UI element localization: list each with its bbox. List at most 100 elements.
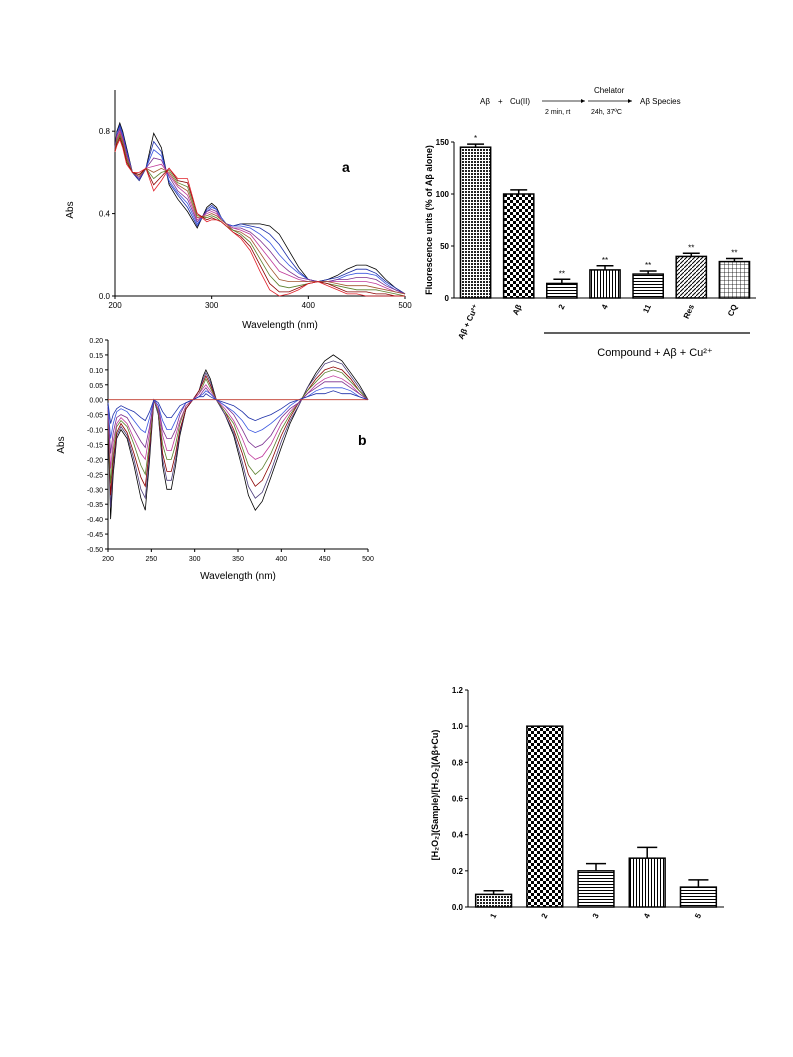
significance-marker: * (474, 134, 477, 143)
bar (632, 273, 664, 299)
y-tick-label: 0.10 (89, 368, 103, 375)
series-line-6 (114, 132, 406, 295)
x-tick-label: 250 (145, 556, 157, 563)
scheme-plus: + (498, 97, 503, 106)
x-tick-label: CQ (726, 303, 739, 318)
scheme-abeta: Aβ (480, 97, 490, 106)
x-tick-label: Res (682, 303, 697, 321)
y-tick-label: 0.00 (89, 398, 103, 405)
x-axis-label: Wavelength (nm) (200, 571, 276, 582)
y-tick-label: -0.20 (87, 457, 103, 464)
plot-area: 200 300 400 500 0.0 0.4 0.8 (99, 90, 412, 310)
bar (675, 255, 708, 299)
y-tick-label: -0.05 (87, 413, 103, 420)
y-tick-label: 0.0 (99, 292, 111, 301)
series-line-3 (107, 366, 369, 496)
x-tick-label: 11 (641, 303, 653, 315)
group-label: Compound + Aβ + Cu²⁺ (597, 347, 713, 359)
x-tick-label: 200 (108, 301, 122, 310)
y-tick-label: 0.20 (89, 338, 103, 345)
y-tick-label: -0.30 (87, 487, 103, 494)
y-axis-label: [H₂O₂](Sample)/[H₂O₂](Aβ+Cu) (430, 730, 440, 861)
x-tick-label: 4 (642, 912, 652, 920)
bar (589, 269, 621, 299)
y-tick-label: 50 (440, 242, 449, 251)
x-tick-label: 300 (189, 556, 201, 563)
arrowhead-1 (581, 99, 585, 103)
x-tick-label: 1 (488, 912, 498, 920)
scheme-product: Aβ Species (640, 97, 681, 106)
y-tick-label: -0.35 (87, 502, 103, 509)
y-tick-label: -0.10 (87, 428, 103, 435)
significance-marker: ** (731, 248, 737, 257)
bar (474, 893, 513, 908)
x-tick-label: Aβ + Cu²⁺ (456, 303, 480, 341)
series-line-2 (107, 360, 369, 508)
y-tick-label: 1.2 (452, 686, 464, 695)
y-tick-label: -0.15 (87, 443, 103, 450)
y-tick-label: -0.50 (87, 547, 103, 554)
bar (628, 857, 666, 908)
x-tick-label: 450 (319, 556, 331, 563)
series-line-1 (107, 354, 369, 520)
plot-area: 0 50 100 150 * Aβ + Cu²⁺ Aβ ** 2 ** 4 ** 11 ** Res ** CQ (436, 134, 756, 341)
series-line-8 (107, 390, 369, 424)
series-line-4 (107, 369, 369, 484)
x-tick-label: 2 (540, 912, 550, 920)
x-tick-label: Aβ (511, 303, 524, 317)
series-line-9 (114, 138, 405, 297)
y-tick-label: 0.0 (452, 903, 464, 912)
series-line-1 (114, 121, 406, 295)
scheme-step1-condition: 2 min, rt (545, 109, 570, 116)
y-tick-label: 0.4 (99, 210, 111, 219)
bar (502, 193, 535, 299)
bar (459, 146, 492, 299)
x-tick-label: 500 (398, 301, 412, 310)
y-tick-label: 0.2 (452, 867, 464, 876)
panel-label: a (342, 159, 350, 175)
significance-marker: ** (688, 243, 694, 252)
x-axis-label: Wavelength (nm) (242, 320, 318, 331)
scheme-copper: Cu(II) (510, 97, 530, 106)
arrowhead-2 (628, 99, 632, 103)
difference-spectra-chart-b: 200 250 300 350 400 450 500 0.20 0.15 0.10 0.05 0.0… (56, 338, 374, 582)
fluorescence-bar-chart: Aβ + Cu(II) 2 min, rt Chelator 24h, 37ºC… (424, 86, 756, 359)
x-tick-label: 2 (557, 303, 567, 311)
series-line-6 (107, 381, 369, 454)
y-tick-label: 0 (445, 294, 450, 303)
series-line-7 (107, 387, 369, 439)
plot-area: 0.0 0.2 0.4 0.6 0.8 1.0 1.2 1 2 3 4 5 (452, 686, 724, 920)
y-axis-label: Abs (65, 201, 76, 218)
y-tick-label: 0.4 (452, 831, 464, 840)
x-tick-label: 500 (362, 556, 374, 563)
significance-marker: ** (645, 261, 651, 270)
x-tick-label: 4 (600, 303, 610, 311)
x-tick-label: 400 (302, 301, 316, 310)
y-tick-label: 0.15 (89, 353, 103, 360)
significance-marker: ** (559, 269, 565, 278)
bar (526, 725, 564, 908)
x-tick-label: 300 (205, 301, 219, 310)
x-tick-label: 350 (232, 556, 244, 563)
y-tick-label: 100 (436, 190, 450, 199)
bar (679, 886, 718, 908)
reaction-scheme: Aβ + Cu(II) 2 min, rt Chelator 24h, 37ºC… (480, 86, 681, 116)
y-tick-label: 1.0 (452, 722, 464, 731)
y-tick-label: 0.8 (99, 127, 111, 136)
x-tick-label: 400 (275, 556, 287, 563)
x-tick-label: 200 (102, 556, 114, 563)
y-axis-label: Abs (56, 436, 67, 453)
significance-marker: ** (602, 256, 608, 265)
scheme-step2-condition: 24h, 37ºC (591, 109, 622, 116)
x-tick-label: 5 (693, 912, 703, 920)
plot-area: 200 250 300 350 400 450 500 0.20 0.15 0.10 0.05 0.0… (87, 338, 374, 563)
y-tick-label: 0.6 (452, 795, 464, 804)
series-line-2 (114, 123, 406, 295)
panel-label: b (358, 432, 367, 448)
x-tick-label: 3 (591, 912, 601, 920)
y-tick-label: 0.05 (89, 383, 103, 390)
h2o2-bar-chart: 0.0 0.2 0.4 0.6 0.8 1.0 1.2 1 2 3 4 5 [H₂O₂](Sample… (430, 686, 724, 920)
y-tick-label: 0.8 (452, 758, 464, 767)
series-line-5 (107, 375, 369, 469)
